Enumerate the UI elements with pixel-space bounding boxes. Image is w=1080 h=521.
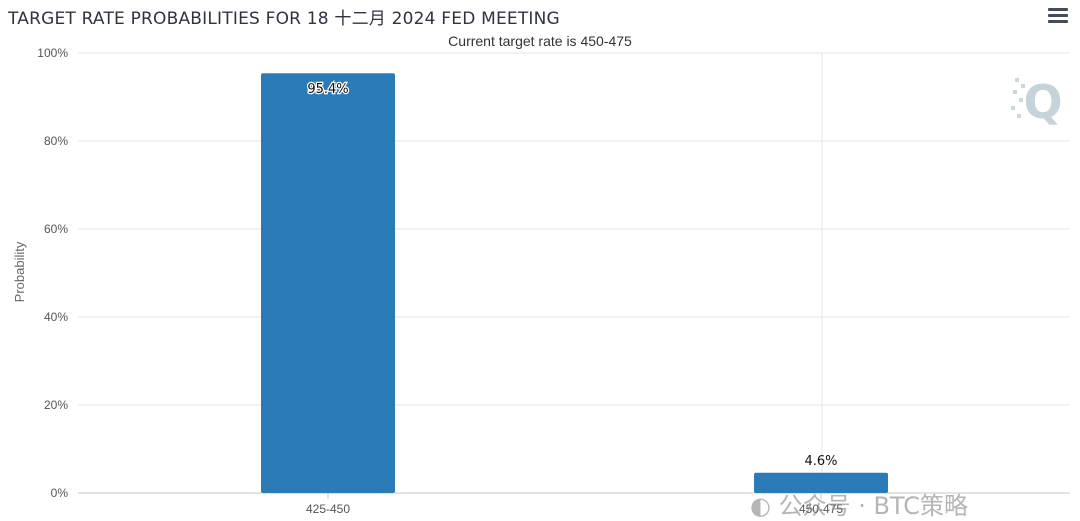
data-label-450-475: 4.6% [804,454,837,469]
y-tick-label: 80% [44,134,68,148]
y-axis-ticks: 0% 20% 40% 60% 80% 100% [37,46,68,500]
chart-subtitle: Current target rate is 450-475 [448,33,632,49]
y-tick-label: 60% [44,222,68,236]
x-tick-label: 425-450 [306,502,350,516]
x-axis-ticks: 425-450 450-475 [306,493,843,516]
bar-450-475[interactable] [754,472,888,493]
grid-lines [78,52,1070,494]
y-tick-label: 20% [44,398,68,412]
bar-425-450[interactable] [261,73,395,494]
hamburger-menu-icon[interactable] [1048,8,1068,26]
y-axis-label: Probability [12,241,27,302]
data-label-425-450: 95.4% [307,82,348,97]
y-tick-label: 100% [37,46,68,60]
x-tick-label: 450-475 [799,502,843,516]
chart-title: TARGET RATE PROBABILITIES FOR 18 十二月 202… [8,9,560,29]
y-tick-label: 0% [51,486,69,500]
y-tick-label: 40% [44,310,68,324]
bars: 95.4% 4.6% [261,73,888,494]
